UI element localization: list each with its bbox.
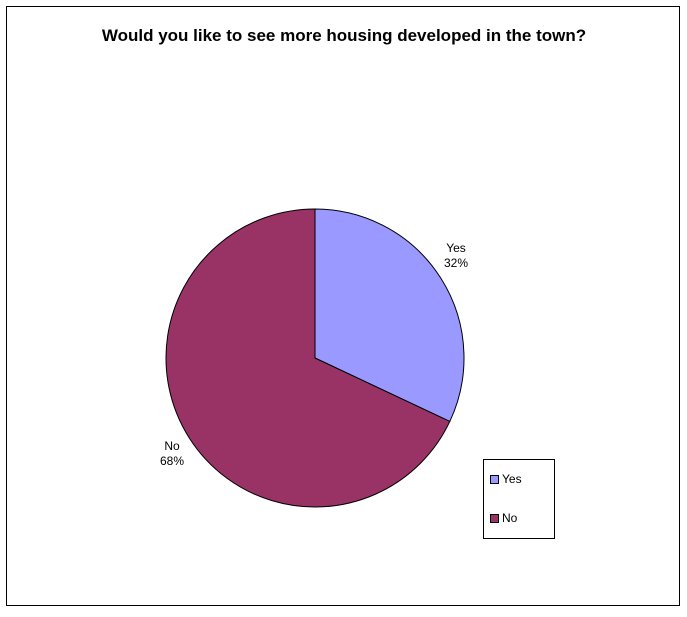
slice-percent-no: 68% [159, 454, 185, 468]
slice-label-yes: Yes 32% [431, 241, 481, 271]
chart-frame: Would you like to see more housing devel… [6, 6, 680, 606]
legend-label-no: No [502, 511, 518, 525]
slice-name-yes: Yes [446, 241, 466, 255]
legend-label-yes: Yes [502, 472, 522, 486]
legend-swatch-yes [490, 474, 499, 484]
legend-swatch-no [490, 513, 499, 523]
slice-name-no: No [164, 439, 180, 453]
chart-title: Would you like to see more housing devel… [101, 26, 587, 45]
pie-slice-no [165, 208, 451, 508]
pie-slice-yes [314, 208, 465, 423]
pie-chart [165, 208, 465, 508]
legend-item-no: No [490, 511, 517, 525]
legend: Yes No [483, 459, 555, 539]
slice-label-no: No 68% [147, 439, 197, 469]
legend-item-yes: Yes [490, 472, 522, 486]
slice-percent-yes: 32% [443, 256, 469, 270]
